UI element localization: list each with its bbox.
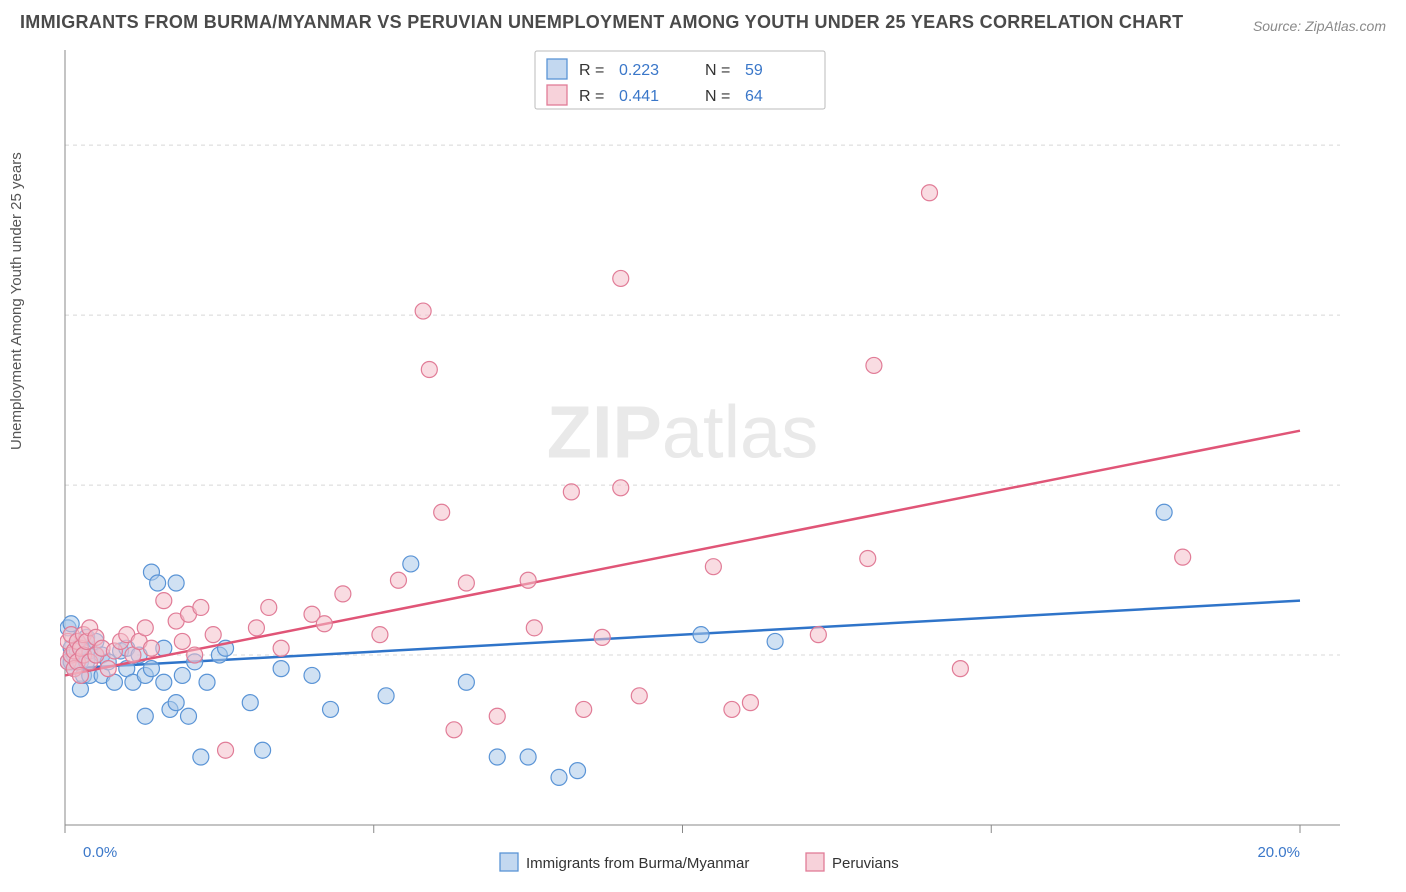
scatter-point [304,667,320,683]
bottom-legend-label: Immigrants from Burma/Myanmar [526,855,749,872]
legend-n-label: N = [705,62,730,79]
x-tick-label: 20.0% [1257,844,1300,861]
chart-title: IMMIGRANTS FROM BURMA/MYANMAR VS PERUVIA… [20,12,1183,33]
scatter-point [218,742,234,758]
scatter-point [594,629,610,645]
scatter-point [526,620,542,636]
scatter-point [810,627,826,643]
scatter-point [613,270,629,286]
scatter-point [551,769,567,785]
scatter-point [335,586,351,602]
scatter-point [273,640,289,656]
legend-r-label: R = [579,88,604,105]
scatter-point [378,688,394,704]
scatter-point [143,661,159,677]
regression-line [65,601,1300,669]
scatter-point [137,708,153,724]
scatter-point [446,722,462,738]
scatter-point [193,599,209,615]
scatter-point [705,559,721,575]
scatter-point [323,701,339,717]
scatter-point [767,633,783,649]
scatter-point [860,551,876,567]
scatter-point [156,593,172,609]
scatter-point [489,749,505,765]
scatter-point [72,667,88,683]
scatter-point [174,633,190,649]
scatter-point [631,688,647,704]
scatter-point [458,674,474,690]
legend-r-value: 0.441 [619,88,659,105]
scatter-point [100,661,116,677]
bottom-legend-swatch [500,853,518,871]
scatter-point [922,185,938,201]
scatter-point [390,572,406,588]
chart-source: Source: ZipAtlas.com [1253,18,1386,34]
scatter-point [458,575,474,591]
scatter-point [742,695,758,711]
scatter-point [866,357,882,373]
scatter-point [187,647,203,663]
legend-swatch [547,59,567,79]
chart-plot: 12.5%25.0%37.5%50.0%ZIPatlas0.0%20.0%R =… [60,45,1350,835]
scatter-point [403,556,419,572]
legend-r-value: 0.223 [619,62,659,79]
scatter-point [168,695,184,711]
scatter-point [489,708,505,724]
bottom-legend-swatch [806,853,824,871]
chart-svg: 12.5%25.0%37.5%50.0%ZIPatlas0.0%20.0%R =… [60,45,1350,885]
legend-swatch [547,85,567,105]
scatter-point [150,575,166,591]
scatter-point [434,504,450,520]
scatter-point [248,620,264,636]
scatter-point [193,749,209,765]
scatter-point [1175,549,1191,565]
scatter-point [693,627,709,643]
scatter-point [242,695,258,711]
legend-n-label: N = [705,88,730,105]
y-axis-label: Unemployment Among Youth under 25 years [8,152,25,450]
scatter-point [520,749,536,765]
scatter-point [156,674,172,690]
scatter-point [255,742,271,758]
legend-n-value: 64 [745,88,763,105]
scatter-point [316,616,332,632]
scatter-point [1156,504,1172,520]
scatter-point [273,661,289,677]
scatter-point [205,627,221,643]
scatter-point [174,667,190,683]
watermark: ZIPatlas [547,391,818,474]
scatter-point [372,627,388,643]
scatter-point [421,362,437,378]
scatter-point [261,599,277,615]
scatter-point [137,620,153,636]
regression-line [65,431,1300,676]
scatter-point [613,480,629,496]
scatter-point [563,484,579,500]
x-tick-label: 0.0% [83,844,117,861]
scatter-point [724,701,740,717]
scatter-point [143,640,159,656]
scatter-point [168,575,184,591]
scatter-point [415,303,431,319]
scatter-point [199,674,215,690]
scatter-point [520,572,536,588]
legend-n-value: 59 [745,62,763,79]
scatter-point [181,708,197,724]
bottom-legend-label: Peruvians [832,855,899,872]
legend-r-label: R = [579,62,604,79]
scatter-point [576,701,592,717]
scatter-point [952,661,968,677]
scatter-point [570,763,586,779]
